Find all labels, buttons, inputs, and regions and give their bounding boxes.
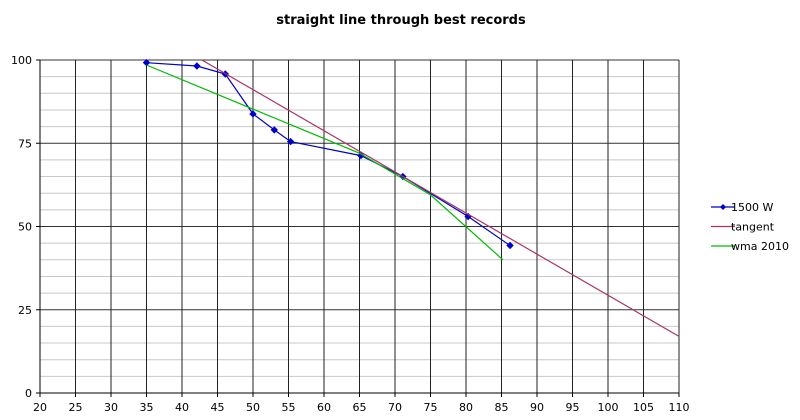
grid	[39, 59, 680, 394]
legend-label-1500-w: 1500 W	[731, 201, 773, 214]
series-line-1500-w	[146, 62, 511, 246]
x-tick-label: 65	[353, 401, 367, 414]
x-tick-label: 70	[388, 401, 402, 414]
y-tick-label: 75	[18, 137, 32, 150]
y-tick-label: 0	[25, 387, 32, 400]
x-tick-label: 45	[211, 401, 225, 414]
chart-title: straight line through best records	[276, 13, 526, 28]
y-tick-label: 25	[18, 304, 32, 317]
y-tick-label: 50	[18, 221, 32, 234]
x-tick-label: 35	[140, 401, 154, 414]
x-tick-label: 105	[633, 401, 654, 414]
data-point-1500-w	[270, 126, 279, 134]
x-tick-label: 60	[317, 401, 331, 414]
x-tick-label: 110	[669, 401, 690, 414]
series-line-wma-2010	[146, 64, 504, 261]
x-tick-label: 25	[69, 401, 83, 414]
x-tick-label: 95	[566, 401, 580, 414]
x-tick-label: 30	[104, 401, 118, 414]
x-tick-label: 75	[424, 401, 438, 414]
x-tick-label: 80	[459, 401, 473, 414]
data-point-1500-w	[249, 110, 257, 118]
x-tick-label: 55	[282, 401, 296, 414]
x-tick-label: 50	[246, 401, 260, 414]
data-point-1500-w	[286, 137, 295, 146]
legend: 1500 W tangent wma 2010	[711, 201, 789, 253]
x-tick-label: 100	[598, 401, 619, 414]
x-tick-label: 20	[33, 401, 47, 414]
axes: 20 25 30 35 40 45 50 55 60 65 70 75 80 85 90 95 100 105 11…	[11, 54, 690, 414]
x-tick-label: 40	[175, 401, 189, 414]
series-layer	[142, 58, 680, 337]
legend-marker-1500-w	[720, 204, 726, 210]
legend-label-tangent: tangent	[731, 221, 775, 234]
x-tick-label: 85	[495, 401, 509, 414]
data-point-1500-w	[506, 241, 514, 250]
data-point-1500-w	[142, 58, 151, 67]
data-point-1500-w	[193, 62, 201, 70]
legend-label-wma-2010: wma 2010	[731, 240, 789, 253]
y-tick-label: 100	[11, 54, 32, 67]
x-tick-label: 90	[530, 401, 544, 414]
series-line-tangent	[201, 59, 680, 337]
